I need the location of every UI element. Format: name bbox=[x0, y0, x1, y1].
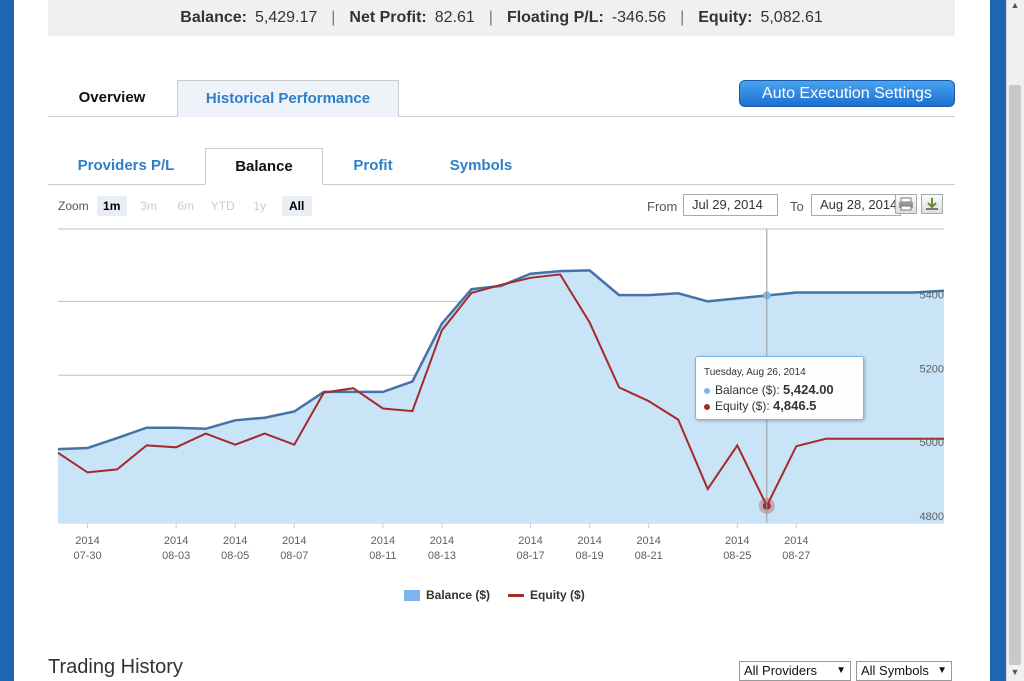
x-tick-year: 2014 bbox=[223, 535, 247, 547]
x-tick-date: 08-21 bbox=[635, 550, 663, 562]
x-tick-year: 2014 bbox=[282, 535, 306, 547]
scroll-up-arrow-icon[interactable]: ▲ bbox=[1010, 0, 1020, 10]
balance-series-line bbox=[57, 269, 945, 451]
zoom-1y-button[interactable]: 1y bbox=[253, 199, 267, 213]
y-tick-label: 4800 bbox=[920, 511, 944, 523]
x-tick-date: 08-27 bbox=[782, 550, 810, 562]
floating-pl-value: -346.56 bbox=[611, 9, 667, 26]
legend-balance[interactable]: Balance ($) bbox=[404, 588, 490, 602]
providers-select[interactable]: All Providers ▼ bbox=[739, 661, 851, 681]
legend-balance-label: Balance ($) bbox=[426, 588, 491, 602]
tab-symbols[interactable]: Symbols bbox=[449, 157, 513, 174]
x-tick-date: 08-05 bbox=[221, 550, 249, 562]
x-tick-year: 2014 bbox=[75, 535, 99, 547]
x-tick-year: 2014 bbox=[725, 535, 749, 547]
print-icon[interactable] bbox=[895, 194, 917, 214]
tooltip-equity-label: Equity ($): bbox=[715, 399, 770, 413]
balance-label: Balance: bbox=[180, 9, 247, 26]
tooltip-equity-row: Equity ($): 4,846.5 bbox=[704, 398, 816, 413]
x-tick-year: 2014 bbox=[784, 535, 808, 547]
download-icon[interactable] bbox=[921, 194, 943, 214]
zoom-all-button[interactable]: All bbox=[281, 196, 312, 216]
y-tick-label: 5000 bbox=[920, 437, 944, 449]
account-summary-bar: Balance: 5,429.17 | Net Profit: 82.61 | … bbox=[48, 0, 955, 36]
main-tab-bar: Overview Historical Performance bbox=[48, 80, 955, 117]
tooltip-equity-value: 4,846.5 bbox=[773, 398, 817, 413]
x-tick-date: 08-07 bbox=[280, 550, 308, 562]
chevron-down-icon: ▼ bbox=[937, 665, 947, 676]
legend-equity[interactable]: Equity ($) bbox=[508, 588, 585, 602]
x-tick-date: 08-19 bbox=[576, 550, 604, 562]
tab-overview[interactable]: Overview bbox=[78, 89, 146, 106]
window-right-border bbox=[990, 0, 1006, 681]
x-tick-year: 2014 bbox=[371, 535, 395, 547]
balance-value: 5,429.17 bbox=[254, 9, 318, 26]
zoom-6m-button[interactable]: 6m bbox=[177, 199, 195, 213]
zoom-ytd-button[interactable]: YTD bbox=[210, 199, 235, 213]
legend-equity-label: Equity ($) bbox=[530, 588, 585, 602]
summary-separator: | bbox=[331, 9, 336, 26]
tooltip-balance-value: 5,424.00 bbox=[783, 382, 834, 397]
x-tick-date: 08-11 bbox=[369, 550, 396, 562]
tab-providers-pl[interactable]: Providers P/L bbox=[77, 157, 175, 174]
trading-history-title: Trading History bbox=[48, 656, 183, 678]
floating-pl-label: Floating P/L: bbox=[506, 9, 604, 26]
balance-dot-icon bbox=[704, 387, 710, 394]
window-left-border bbox=[0, 0, 14, 681]
chart-legend: Balance ($) Equity ($) bbox=[404, 588, 603, 602]
symbols-select-value: All Symbols bbox=[861, 663, 929, 678]
x-tick-date: 08-25 bbox=[723, 550, 751, 562]
x-tick-date: 08-03 bbox=[162, 550, 190, 562]
balance-area-fill bbox=[58, 270, 944, 523]
tab-profit[interactable]: Profit bbox=[353, 157, 393, 174]
equity-value: 5,082.61 bbox=[760, 9, 823, 26]
x-tick-year: 2014 bbox=[430, 535, 454, 547]
x-tick-date: 07-30 bbox=[73, 550, 101, 562]
legend-equity-swatch bbox=[508, 593, 525, 597]
zoom-label: Zoom bbox=[58, 199, 89, 213]
zoom-1m-button[interactable]: 1m bbox=[96, 196, 127, 216]
legend-balance-swatch bbox=[404, 589, 420, 601]
tab-balance[interactable]: Balance bbox=[205, 148, 323, 185]
from-label: From bbox=[647, 199, 678, 214]
x-tick-year: 2014 bbox=[518, 535, 542, 547]
zoom-controls: Zoom 1m 3m 6m YTD 1y All bbox=[58, 196, 319, 216]
chevron-down-icon: ▼ bbox=[836, 665, 846, 676]
tooltip-balance-label: Balance ($): bbox=[715, 383, 780, 397]
x-tick-year: 2014 bbox=[577, 535, 601, 547]
x-tick-year: 2014 bbox=[164, 535, 188, 547]
scroll-down-arrow-icon[interactable]: ▼ bbox=[1010, 667, 1020, 677]
x-tick-year: 2014 bbox=[636, 535, 660, 547]
scrollbar-thumb[interactable] bbox=[1009, 85, 1021, 665]
x-tick-date: 08-17 bbox=[516, 550, 544, 562]
auto-execution-settings-button[interactable]: Auto Execution Settings bbox=[739, 80, 955, 107]
sub-tab-bar: Providers P/L Balance Profit Symbols bbox=[48, 148, 955, 185]
equity-series-line bbox=[57, 273, 944, 509]
equity-label: Equity: bbox=[698, 9, 753, 26]
to-label: To bbox=[790, 199, 804, 214]
to-date-input[interactable]: Aug 28, 2014 bbox=[811, 194, 901, 216]
equity-dot-icon bbox=[704, 403, 710, 410]
from-date-input[interactable]: Jul 29, 2014 bbox=[683, 194, 778, 216]
net-profit-value: 82.61 bbox=[434, 9, 475, 26]
providers-select-value: All Providers bbox=[744, 663, 817, 678]
net-profit-label: Net Profit: bbox=[349, 9, 427, 26]
tab-historical-performance[interactable]: Historical Performance bbox=[177, 80, 399, 117]
summary-separator: | bbox=[680, 9, 685, 26]
y-tick-label: 5200 bbox=[920, 363, 944, 375]
chart-tooltip: Tuesday, Aug 26, 2014 Balance ($): 5,424… bbox=[695, 356, 864, 420]
x-tick-date: 08-13 bbox=[428, 550, 456, 562]
summary-separator: | bbox=[488, 9, 493, 26]
symbols-select[interactable]: All Symbols ▼ bbox=[856, 661, 952, 681]
tooltip-date: Tuesday, Aug 26, 2014 bbox=[704, 367, 806, 378]
tooltip-balance-row: Balance ($): 5,424.00 bbox=[704, 382, 834, 397]
zoom-3m-button[interactable]: 3m bbox=[140, 199, 158, 213]
y-tick-label: 5400 bbox=[920, 289, 944, 301]
